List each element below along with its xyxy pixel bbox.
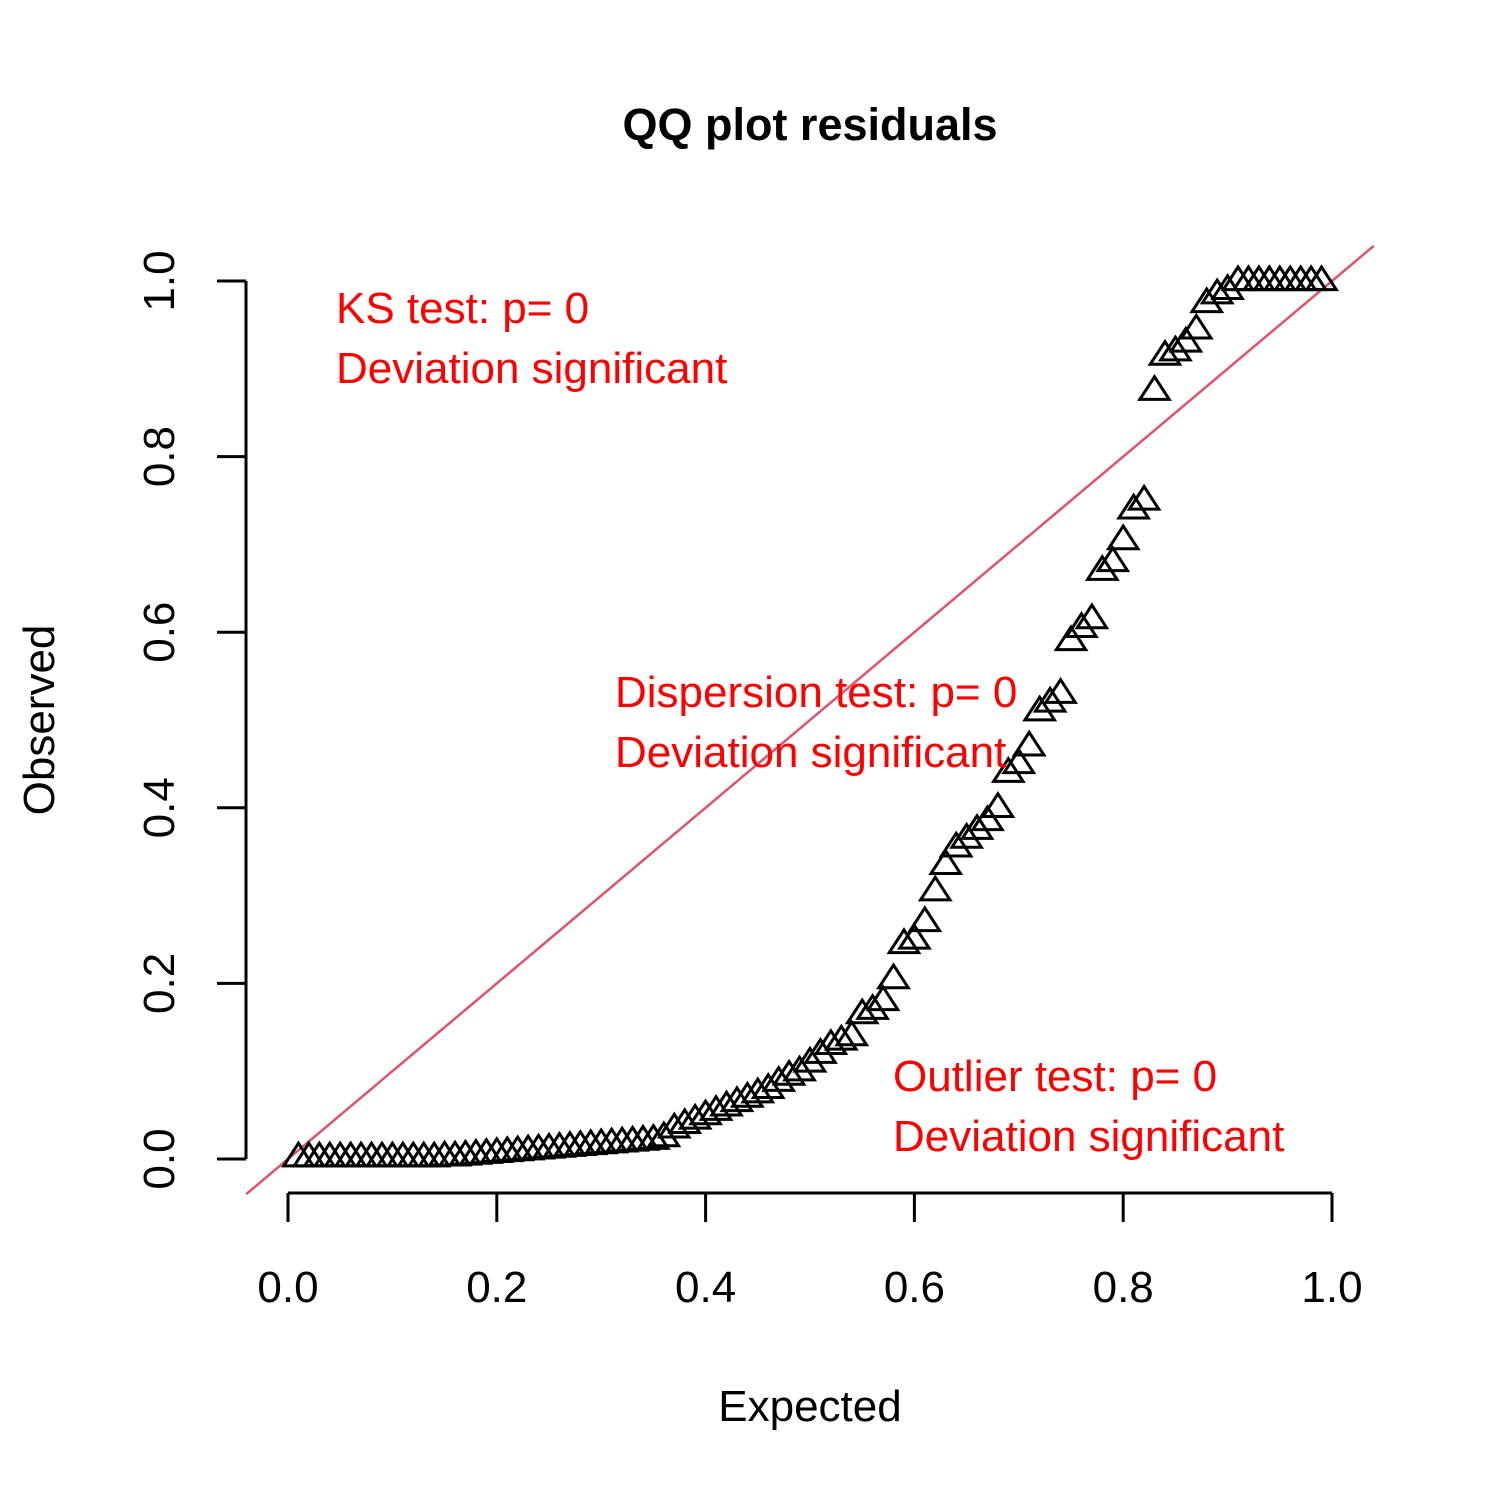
data-point — [980, 791, 1016, 818]
x-axis-ticks: 0.0 0.2 0.4 0.6 0.8 1.0 — [257, 1193, 1363, 1312]
data-point — [406, 1140, 442, 1168]
data-point — [1105, 523, 1141, 551]
data-point — [301, 1140, 337, 1168]
x-tick-label: 0.4 — [675, 1263, 736, 1312]
data-point — [322, 1140, 358, 1168]
data-point — [312, 1140, 348, 1168]
data-point — [1231, 264, 1266, 292]
data-point — [1074, 602, 1110, 630]
data-point — [1126, 483, 1162, 511]
data-point — [865, 984, 901, 1012]
data-point — [1011, 729, 1047, 757]
y-tick-label: 0.8 — [135, 426, 184, 487]
dispersion-test-deviation: Deviation significant — [615, 728, 1006, 777]
data-point — [855, 992, 891, 1020]
data-point — [907, 905, 943, 933]
x-tick-label: 0.6 — [884, 1263, 945, 1312]
x-axis-title: Expected — [718, 1382, 901, 1431]
data-point — [1157, 334, 1193, 362]
data-point — [938, 830, 974, 858]
data-point — [1283, 264, 1319, 292]
data-point — [1137, 373, 1172, 401]
outlier-test-deviation: Deviation significant — [893, 1112, 1284, 1161]
y-tick-label: 1.0 — [135, 250, 184, 311]
data-point — [802, 1036, 838, 1064]
data-point — [1304, 264, 1340, 292]
data-point — [896, 922, 932, 950]
dispersion-test-annotation: Dispersion test: p= 0 Deviation signific… — [615, 668, 1017, 777]
data-point — [1022, 694, 1058, 722]
x-tick-label: 0.8 — [1093, 1263, 1154, 1312]
data-point — [844, 997, 880, 1025]
x-tick-label: 1.0 — [1301, 1263, 1362, 1312]
data-point — [990, 755, 1026, 783]
data-point — [1147, 338, 1183, 366]
data-points — [280, 264, 1340, 1168]
data-point — [1199, 277, 1235, 305]
x-tick-label: 0.2 — [466, 1263, 527, 1312]
data-point — [1084, 553, 1120, 581]
y-tick-label: 0.0 — [135, 1128, 184, 1189]
y-tick-label: 0.4 — [135, 777, 184, 838]
data-point — [1001, 747, 1037, 775]
data-point — [970, 804, 1005, 832]
data-point — [792, 1045, 828, 1073]
ks-test-result: KS test: p= 0 — [336, 284, 589, 333]
reference-line — [245, 244, 1375, 1196]
data-point — [1189, 286, 1225, 314]
data-point — [750, 1072, 786, 1099]
y-axis-title: Observed — [15, 625, 64, 816]
ks-test-deviation: Deviation significant — [336, 344, 727, 393]
data-point — [291, 1140, 327, 1168]
data-point — [280, 1140, 316, 1168]
data-point — [1262, 264, 1298, 292]
data-point — [385, 1140, 421, 1168]
data-point — [395, 1140, 431, 1168]
data-point — [374, 1140, 410, 1168]
data-point — [1241, 264, 1277, 292]
ks-test-annotation: KS test: p= 0 Deviation significant — [336, 284, 727, 393]
data-point — [1063, 611, 1099, 638]
data-point — [782, 1054, 818, 1082]
data-point — [1251, 264, 1287, 292]
data-point — [876, 962, 911, 990]
data-point — [1116, 492, 1152, 520]
data-point — [959, 812, 995, 840]
outlier-test-result: Outlier test: p= 0 — [893, 1052, 1217, 1101]
data-point — [646, 1120, 682, 1148]
data-point — [1043, 676, 1079, 704]
dispersion-test-result: Dispersion test: p= 0 — [615, 668, 1017, 717]
data-point — [1272, 264, 1308, 292]
chart-title: QQ plot residuals — [622, 99, 997, 150]
outlier-test-annotation: Outlier test: p= 0 Deviation significant — [893, 1052, 1284, 1161]
data-point — [917, 874, 953, 902]
data-point — [1168, 325, 1204, 353]
data-point — [928, 848, 964, 876]
data-point — [1293, 264, 1329, 292]
data-point — [416, 1140, 452, 1168]
x-tick-label: 0.0 — [257, 1263, 318, 1312]
data-point — [1178, 312, 1214, 340]
y-tick-label: 0.2 — [135, 953, 184, 1014]
data-point — [771, 1058, 807, 1086]
data-point — [823, 1023, 859, 1051]
data-point — [1053, 624, 1089, 652]
data-point — [1095, 545, 1131, 573]
data-point — [886, 927, 922, 955]
data-point — [949, 821, 985, 849]
y-tick-label: 0.6 — [135, 602, 184, 663]
data-point — [354, 1140, 389, 1168]
reference-line-layer — [245, 244, 1375, 1196]
data-point — [1032, 685, 1068, 713]
data-point — [333, 1140, 369, 1168]
data-point — [364, 1140, 400, 1168]
y-axis-ticks: 0.0 0.2 0.4 0.6 0.8 1.0 — [135, 250, 246, 1190]
data-point — [834, 1019, 870, 1047]
data-point — [343, 1140, 379, 1168]
